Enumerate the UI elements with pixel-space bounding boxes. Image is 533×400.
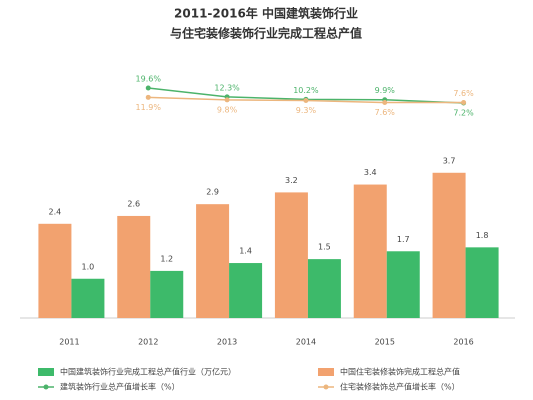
line-value-label: 7.6% <box>453 89 474 98</box>
chart-title: 2011-2016年 中国建筑装饰行业 <box>174 6 358 21</box>
line-point <box>145 85 151 91</box>
x-tick-label: 2014 <box>296 338 316 347</box>
x-tick-label: 2015 <box>375 338 395 347</box>
bar-value-label: 1.5 <box>318 243 331 252</box>
x-tick-label: 2016 <box>453 338 473 347</box>
bar-value-label: 1.7 <box>397 235 410 244</box>
line-value-label: 9.9% <box>375 86 396 95</box>
line-value-label: 19.6% <box>136 75 162 84</box>
bar-value-label: 2.4 <box>49 207 62 216</box>
bar <box>465 247 499 318</box>
bar-value-label: 1.2 <box>160 254 173 263</box>
chart-subtitle: 与住宅装修装饰行业完成工程总产值 <box>170 26 362 41</box>
bar <box>274 192 308 318</box>
line-value-label: 12.3% <box>214 83 240 92</box>
bar-value-label: 2.9 <box>206 188 219 197</box>
bar <box>386 251 420 318</box>
line-value-label: 11.9% <box>136 103 162 112</box>
line-value-label: 10.2% <box>293 86 319 95</box>
bar <box>117 215 151 318</box>
legend-swatch <box>318 368 334 376</box>
bar-value-label: 2.6 <box>127 199 140 208</box>
line-value-label: 9.3% <box>296 106 317 115</box>
bar-value-label: 3.7 <box>443 156 456 165</box>
bar-value-label: 1.8 <box>476 231 489 240</box>
x-tick-label: 2011 <box>59 338 79 347</box>
legend-label: 中国建筑装饰行业完成工程总产值行业（万亿元） <box>60 367 236 377</box>
legend-label: 住宅装修装饰总产值增长率（%） <box>340 382 460 392</box>
legend-swatch <box>38 368 54 376</box>
legend-label: 中国住宅装修装饰完成工程总产值 <box>340 367 460 377</box>
bar-value-label: 1.4 <box>239 247 252 256</box>
legend-label: 建筑装饰行业总产值增长率（%） <box>60 382 180 392</box>
bar <box>150 270 184 318</box>
line-point <box>224 97 230 103</box>
line-point <box>382 100 388 106</box>
bar <box>229 263 263 318</box>
bar <box>432 172 466 318</box>
bar <box>353 184 387 318</box>
bar-value-label: 3.2 <box>285 176 298 185</box>
bar-value-label: 1.0 <box>82 262 95 271</box>
line-value-label: 7.2% <box>453 109 474 118</box>
line-value-label: 9.8% <box>217 105 238 114</box>
legend-swatch-dot <box>43 384 49 390</box>
legend-swatch-dot <box>323 384 329 390</box>
x-tick-label: 2012 <box>138 338 158 347</box>
line-point <box>461 100 467 106</box>
bar <box>307 259 341 318</box>
line-value-label: 7.6% <box>375 108 396 117</box>
bar-value-label: 3.4 <box>364 168 377 177</box>
bar <box>196 204 230 318</box>
line-point <box>145 94 151 100</box>
bar <box>71 278 105 318</box>
bar <box>38 223 72 318</box>
x-tick-label: 2013 <box>217 338 237 347</box>
line-point <box>303 97 309 103</box>
